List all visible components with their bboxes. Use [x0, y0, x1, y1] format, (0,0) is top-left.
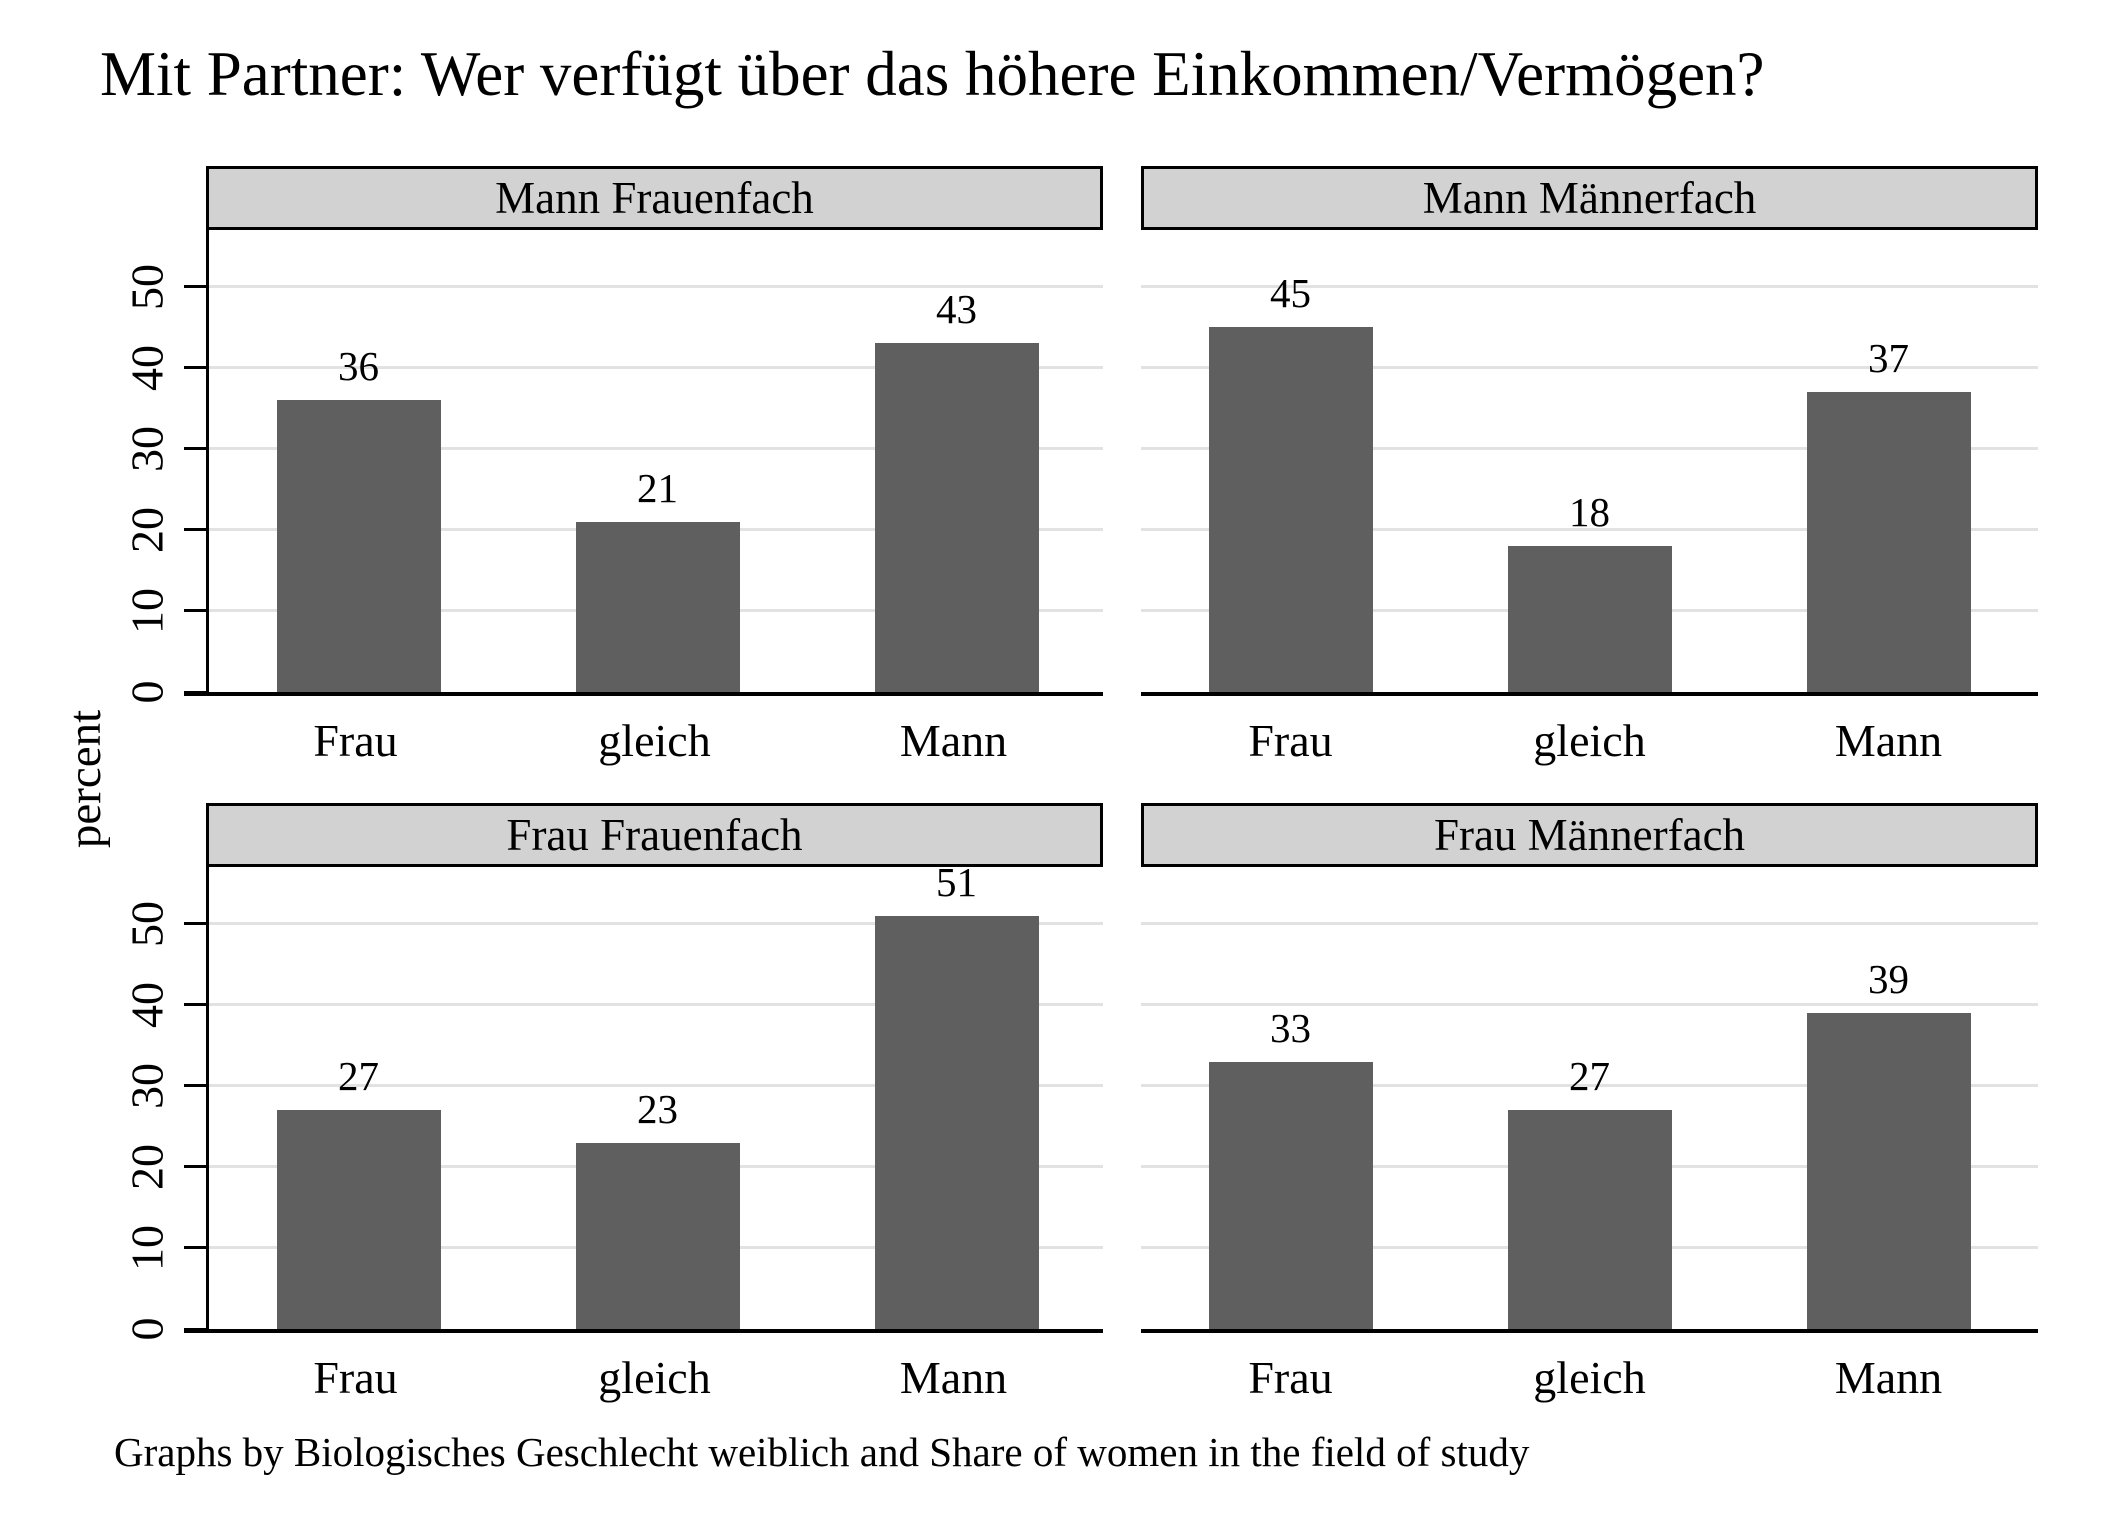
- panel-frau-männerfach: Frau Männerfach 33 27 39 Frau gleich Mann: [1141, 803, 2038, 1404]
- panel-header: Mann Frauenfach: [206, 166, 1103, 230]
- bar-value-label: 27: [338, 1053, 379, 1100]
- bar-value-label: 51: [936, 858, 977, 905]
- gridline-40: [1141, 366, 2038, 370]
- gridline-50: [1141, 285, 2038, 289]
- gridline-30: [1141, 447, 2038, 451]
- x-category-label-gleich: gleich: [1533, 715, 1646, 766]
- bar-gleich: 18: [1507, 489, 1672, 692]
- gridline-40: [209, 366, 1103, 370]
- y-tick-label-text: 20: [121, 506, 173, 553]
- bar-gleich: 27: [1507, 1053, 1672, 1329]
- y-tick-label-text: 10: [121, 1224, 173, 1271]
- panel-header: Mann Männerfach: [1141, 166, 2038, 230]
- y-tick-label-text: 40: [121, 981, 173, 1028]
- x-axis-labels: Frau gleich Mann: [206, 1351, 1103, 1404]
- y-tick-mark-20: [184, 1165, 206, 1169]
- panel-header: Frau Männerfach: [1141, 803, 2038, 867]
- y-tick-mark-0: [184, 1327, 206, 1331]
- panel-title: Mann Männerfach: [1422, 173, 1757, 223]
- y-tick-label-text: 50: [121, 263, 173, 310]
- bar-mann: 37: [1806, 335, 1971, 692]
- x-category-label-mann: Mann: [899, 715, 1008, 766]
- x-category-label-gleich: gleich: [1533, 1352, 1646, 1403]
- bar-frau: 33: [1208, 1005, 1373, 1329]
- bar-value-label: 23: [637, 1085, 678, 1132]
- panel-mann-frauenfach: Mann Frauenfach 0 10 20 30 40 50 36 21 43 Frau gl…: [122, 166, 1103, 767]
- bar-value-label: 39: [1868, 955, 1909, 1002]
- y-tick-label-text: 50: [121, 900, 173, 947]
- x-category-label-mann: Mann: [899, 1352, 1008, 1403]
- bar-frau: 45: [1208, 270, 1373, 692]
- x-category-label-frau: Frau: [1248, 1352, 1333, 1403]
- bar-value-label: 33: [1270, 1004, 1311, 1051]
- bar-value-label: 37: [1868, 335, 1909, 382]
- panel-mann-männerfach: Mann Männerfach 45 18 37 Frau gleich Mann: [1141, 166, 2038, 767]
- y-tick-mark-10: [184, 609, 206, 613]
- bar-frau: 27: [276, 1053, 441, 1329]
- panel-header: Frau Frauenfach: [206, 803, 1103, 867]
- x-category-label-frau: Frau: [1248, 715, 1333, 766]
- x-category-label-frau: Frau: [313, 1352, 398, 1403]
- gridline-50: [209, 285, 1103, 289]
- bar-mann: 43: [874, 286, 1039, 692]
- x-category-label-frau: Frau: [313, 715, 398, 766]
- bar-value-label: 43: [936, 286, 977, 333]
- y-tick-label-text: 10: [121, 587, 173, 634]
- bar-value-label: 18: [1569, 489, 1610, 536]
- gridline-40: [209, 1003, 1103, 1007]
- gridline-50: [1141, 922, 2038, 926]
- gridline-20: [1141, 528, 2038, 532]
- y-tick-label-text: 30: [121, 1062, 173, 1109]
- bar-gleich: 21: [575, 465, 740, 692]
- y-tick-mark-10: [184, 1246, 206, 1250]
- y-tick-mark-30: [184, 447, 206, 451]
- panel-title: Mann Frauenfach: [495, 173, 814, 223]
- y-tick-mark-30: [184, 1084, 206, 1088]
- y-tick-mark-50: [184, 285, 206, 289]
- x-category-label-mann: Mann: [1834, 1352, 1943, 1403]
- y-tick-mark-40: [184, 1003, 206, 1007]
- bar-mann: 39: [1806, 956, 1971, 1329]
- x-axis-labels: Frau gleich Mann: [1141, 714, 2038, 767]
- gridline-30: [209, 1084, 1103, 1088]
- gridline-30: [209, 447, 1103, 451]
- bar-value-label: 45: [1270, 270, 1311, 317]
- panel-frau-frauenfach: Frau Frauenfach 0 10 20 30 40 50 27 23 51 Frau gl…: [122, 803, 1103, 1404]
- footnote: Graphs by Biologisches Geschlecht weibli…: [114, 1429, 1530, 1475]
- panel-title: Frau Männerfach: [1433, 810, 1746, 860]
- chart-title: Mit Partner: Wer verfügt über das höhere…: [100, 39, 1765, 109]
- y-tick-mark-20: [184, 528, 206, 532]
- y-tick-label-text: 0: [121, 680, 173, 704]
- x-category-label-gleich: gleich: [598, 715, 711, 766]
- y-tick-mark-0: [184, 690, 206, 694]
- panel-title: Frau Frauenfach: [506, 810, 803, 860]
- plot-area: 0 10 20 30 40 50 27 23 51: [122, 859, 1103, 1341]
- plot-area: 33 27 39: [1141, 867, 2038, 1333]
- bar-gleich: 23: [575, 1086, 740, 1329]
- y-tick-mark-50: [184, 922, 206, 926]
- bar-value-label: 27: [1569, 1053, 1610, 1100]
- gridline-50: [209, 922, 1103, 926]
- x-category-label-mann: Mann: [1834, 715, 1943, 766]
- plot-area: 0 10 20 30 40 50 36 21 43: [122, 230, 1103, 704]
- y-tick-label-text: 30: [121, 425, 173, 472]
- x-axis-labels: Frau gleich Mann: [1141, 1351, 2038, 1404]
- plot-area: 45 18 37: [1141, 230, 2038, 696]
- bar-value-label: 21: [637, 464, 678, 511]
- bar-frau: 36: [276, 343, 441, 692]
- bar-mann: 51: [874, 859, 1039, 1329]
- gridline-40: [1141, 1003, 2038, 1007]
- gridline-30: [1141, 1084, 2038, 1088]
- y-tick-label-text: 40: [121, 344, 173, 391]
- y-axis-title-label: percent: [59, 709, 111, 849]
- y-tick-mark-40: [184, 366, 206, 370]
- x-axis-labels: Frau gleich Mann: [206, 714, 1103, 767]
- x-category-label-gleich: gleich: [598, 1352, 711, 1403]
- y-tick-label-text: 0: [121, 1317, 173, 1341]
- bar-value-label: 36: [338, 343, 379, 390]
- y-tick-label-text: 20: [121, 1143, 173, 1190]
